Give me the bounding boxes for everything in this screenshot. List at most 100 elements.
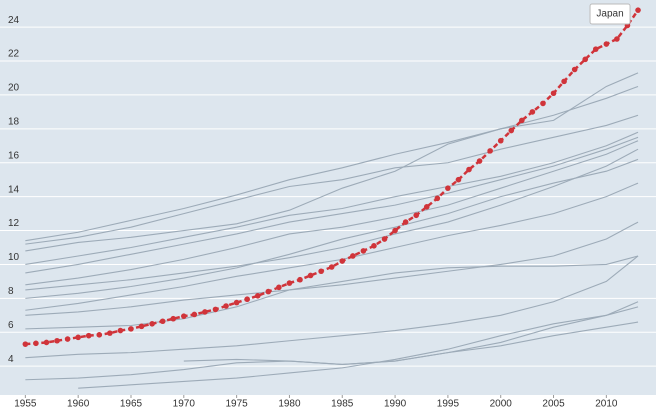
data-point (540, 100, 546, 107)
data-point (455, 176, 462, 183)
y-tick-label: 24 (8, 15, 20, 26)
y-tick-label: 18 (8, 116, 20, 127)
data-point (582, 56, 589, 63)
data-point (561, 78, 567, 85)
series-line (25, 72, 639, 252)
x-tick-label: 1975 (225, 399, 248, 410)
data-point (392, 227, 398, 234)
y-tick-label: 20 (8, 83, 20, 94)
data-point (571, 66, 578, 73)
data-point (339, 258, 346, 264)
series-line (25, 148, 639, 291)
data-point (318, 268, 324, 275)
y-tick-label: 22 (8, 49, 20, 60)
data-point (138, 323, 145, 330)
series-label: Japan (596, 9, 623, 20)
data-point (223, 303, 229, 309)
data-point (592, 46, 599, 52)
data-point (519, 117, 525, 124)
data-point (328, 264, 335, 270)
data-point (96, 332, 103, 338)
data-point (529, 109, 536, 115)
y-tick-label: 8 (8, 286, 14, 297)
y-tick-label: 4 (8, 354, 14, 365)
x-tick-label: 1970 (173, 399, 196, 410)
data-point (128, 326, 134, 332)
data-point (614, 36, 620, 42)
data-point (381, 236, 388, 242)
data-point (244, 296, 250, 303)
x-tick-label: 1985 (331, 399, 354, 410)
data-point (466, 166, 472, 173)
label-box (589, 3, 631, 25)
data-point (202, 309, 208, 315)
x-tick-label: 1980 (278, 399, 301, 410)
series-line (25, 221, 639, 316)
data-point (286, 280, 293, 286)
series-line (25, 301, 639, 381)
data-point (434, 195, 441, 202)
series-line (25, 158, 639, 299)
data-point (233, 299, 240, 306)
data-point (603, 41, 610, 47)
data-point (423, 204, 430, 210)
data-point (33, 340, 39, 347)
series-line (25, 85, 639, 242)
data-point (476, 158, 483, 164)
data-point (635, 7, 641, 13)
x-tick-label: 2010 (595, 399, 618, 410)
data-point (191, 311, 198, 318)
data-point (487, 148, 493, 154)
data-point (254, 293, 261, 299)
y-tick-label: 16 (8, 150, 20, 161)
y-tick-label: 10 (8, 252, 20, 263)
series-line (25, 131, 639, 266)
data-point (117, 327, 124, 334)
data-point (497, 137, 504, 144)
y-tick-label: 14 (8, 184, 20, 195)
data-point (445, 185, 451, 191)
data-point (170, 315, 177, 322)
x-tick-label: 1990 (384, 399, 407, 410)
data-point (413, 212, 420, 219)
data-point (107, 330, 113, 336)
data-point (371, 243, 377, 249)
y-tick-label: 6 (8, 320, 14, 331)
x-tick-label: 1965 (120, 399, 143, 410)
data-point (350, 253, 356, 259)
data-point (75, 334, 81, 341)
data-point (508, 127, 515, 134)
data-point (360, 248, 367, 254)
series-line (25, 255, 639, 359)
x-tick-label: 1960 (67, 399, 90, 410)
data-point (85, 332, 92, 339)
data-point (64, 336, 71, 342)
series-line (25, 114, 639, 245)
data-point (402, 219, 409, 225)
data-point (149, 320, 155, 327)
data-point (212, 306, 219, 313)
data-point (54, 337, 60, 344)
data-point (265, 288, 272, 295)
data-point (181, 313, 187, 319)
x-tick-label: 1995 (437, 399, 460, 410)
y-tick-label: 12 (8, 218, 20, 229)
data-point (276, 284, 282, 291)
data-point (43, 339, 50, 346)
data-point (307, 272, 314, 279)
x-tick-label: 2005 (542, 399, 565, 410)
x-tick-label: 1955 (14, 399, 37, 410)
series-line (78, 306, 639, 389)
series-line (25, 140, 639, 286)
data-point (22, 341, 29, 347)
series-line (25, 255, 639, 330)
x-axis-band (0, 395, 656, 411)
series-line (25, 136, 639, 274)
data-point (550, 90, 557, 97)
highlight-line (25, 9, 640, 346)
data-point (297, 276, 303, 283)
x-tick-label: 2000 (490, 399, 513, 410)
